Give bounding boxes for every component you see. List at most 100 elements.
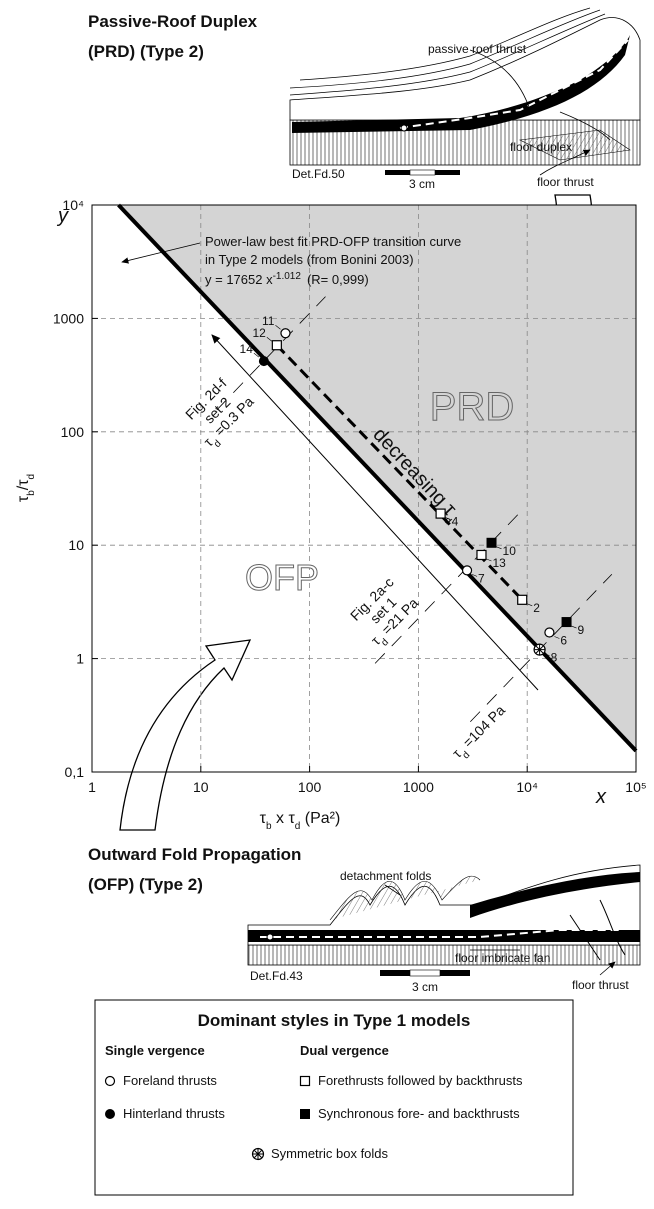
point-label-leader (554, 636, 560, 639)
legend-label: Foreland thrusts (123, 1073, 217, 1088)
fit-exponent: -1.012 (273, 271, 302, 282)
point-label: 14 (240, 342, 254, 356)
point (461, 565, 473, 576)
point-label-leader (571, 625, 577, 629)
fit-label: in Type 2 models (from Bonini 2003) (205, 252, 414, 267)
y-tick-label: 10 (68, 537, 84, 553)
point-label-leader (496, 546, 502, 550)
legend: Foreland thrusts Forethrusts followed by … (104, 1073, 523, 1161)
tau-d-label: τd =104 Pa (449, 702, 512, 765)
header-title: Outward Fold Propagation (88, 845, 301, 864)
sketch-label: passive roof thrust (428, 42, 527, 56)
legend-label: Hinterland thrusts (123, 1106, 225, 1121)
tau-d-line (216, 296, 326, 411)
y-tick-label: 0,1 (65, 764, 85, 780)
point (561, 617, 572, 628)
big-arrow (119, 639, 252, 831)
point-label: 9 (578, 623, 585, 637)
tau-d-label-line: τd =104 Pa (449, 702, 512, 765)
sketch-label: floor duplex (510, 140, 572, 154)
point (544, 627, 555, 638)
point-cross (534, 644, 545, 655)
header-title: Passive-Roof Duplex (88, 12, 258, 31)
y-tick-label: 100 (61, 424, 85, 440)
point-label-leader (527, 603, 533, 607)
fit-curve (117, 203, 638, 753)
fit-equation: y = 17652 x-1.012 (R= 0,999) (205, 271, 369, 287)
header-subtitle: (OFP) (Type 2) (88, 875, 203, 894)
point (486, 537, 497, 548)
legend-heading: Dual vergence (300, 1043, 389, 1058)
x-tick-label: 10⁴ (516, 779, 538, 795)
sketch-top: passive roof thrust floor duplex floor t… (289, 7, 641, 191)
point-label: 10 (503, 544, 517, 558)
legend-label: Symmetric box folds (271, 1146, 389, 1161)
fit-pointer (121, 242, 201, 264)
y-axis-letter: y (56, 205, 69, 227)
point-label: 6 (560, 633, 567, 647)
legend-label: Forethrusts followed by backthrusts (318, 1073, 523, 1088)
x-tick-label: 100 (298, 779, 322, 795)
specimen-label: Det.Fd.50 (292, 167, 345, 181)
point-label-leader (445, 517, 451, 520)
point-label: 4 (452, 515, 459, 529)
point-label-leader (471, 574, 478, 577)
legend-label: Synchronous fore- and backthrusts (318, 1106, 520, 1121)
y-axis-label: τb/τd (15, 474, 37, 502)
point-label: 13 (492, 556, 506, 570)
x-tick-label: 1 (88, 779, 96, 795)
point (476, 549, 487, 561)
legend-title: Dominant styles in Type 1 models (198, 1011, 471, 1030)
x-axis-label-part: x τ (272, 810, 296, 827)
sketch-label: floor thrust (537, 175, 594, 189)
region-label: OFP (245, 557, 319, 598)
fit-equation-main: y = 17652 x (205, 272, 273, 287)
point-label: 11 (262, 314, 275, 328)
x-axis-label-part: τ (260, 810, 267, 827)
tau-d-line (374, 509, 523, 664)
point-label: 2 (533, 601, 540, 615)
legend-heading: Single vergence (105, 1043, 205, 1058)
x-tick-label: 1000 (403, 779, 434, 795)
legend-marker (251, 1147, 265, 1161)
legend-marker (299, 1075, 311, 1087)
point-label-leader (266, 336, 273, 342)
sketch-label: floor thrust (572, 978, 629, 992)
x-tick-label: 10⁵ (625, 779, 646, 795)
point (435, 508, 446, 519)
header-subtitle: (PRD) (Type 2) (88, 42, 204, 61)
y-tick-label: 1 (76, 651, 84, 667)
scale-label: 3 cm (412, 980, 438, 994)
decreasing-arrow (211, 334, 539, 691)
point (280, 328, 291, 339)
legend-marker (104, 1075, 116, 1087)
x-tick-label: 10 (193, 779, 209, 795)
point (533, 643, 546, 656)
y-tick-label: 1000 (53, 310, 84, 326)
sketch-label: floor imbricate fan (455, 951, 550, 965)
point-cross (253, 1149, 263, 1159)
y-axis-label-part: d (26, 474, 37, 480)
x-axis-label: τb x τd (Pa²) (260, 810, 341, 832)
x-axis-label-part: (Pa²) (300, 810, 340, 827)
point (271, 340, 282, 351)
point-label-leader (253, 352, 260, 358)
point (258, 356, 269, 367)
y-axis-label-part: b (26, 490, 37, 496)
tau-d-label-part: d (379, 637, 391, 649)
fit-r: (R= 0,999) (307, 272, 369, 287)
y-axis-label-part: /τ (15, 479, 32, 490)
point-label: 7 (478, 571, 485, 585)
sketch-bottom: detachment folds floor imbricate fan flo… (247, 864, 641, 994)
x-axis-label-part: b (266, 821, 272, 832)
tau-d-label-part: d (212, 438, 224, 450)
x-axis-letter: x (595, 786, 607, 808)
y-axis-label-part: τ (15, 495, 32, 502)
legend-marker (300, 1109, 310, 1119)
tau-d-label-part: d (460, 749, 472, 761)
point-label: 8 (551, 651, 558, 665)
